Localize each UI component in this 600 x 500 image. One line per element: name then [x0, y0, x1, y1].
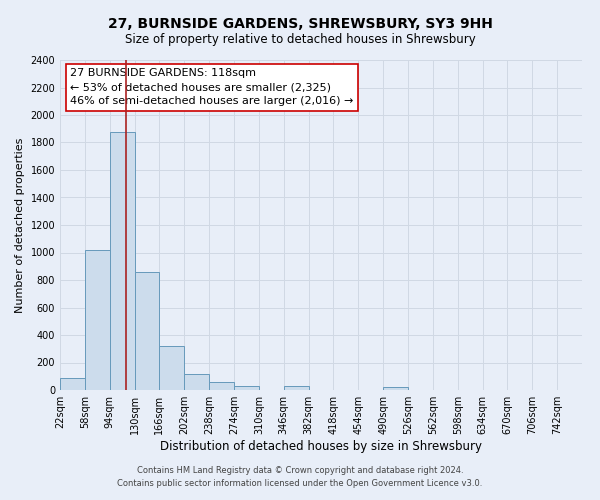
Text: Size of property relative to detached houses in Shrewsbury: Size of property relative to detached ho…	[125, 32, 475, 46]
Bar	[284, 386, 308, 390]
Bar	[234, 386, 259, 390]
Text: 27, BURNSIDE GARDENS, SHREWSBURY, SY3 9HH: 27, BURNSIDE GARDENS, SHREWSBURY, SY3 9H…	[107, 18, 493, 32]
X-axis label: Distribution of detached houses by size in Shrewsbury: Distribution of detached houses by size …	[160, 440, 482, 453]
Bar	[134, 272, 160, 390]
Bar	[85, 250, 110, 390]
Bar	[383, 386, 408, 390]
Bar	[184, 374, 209, 390]
Text: 27 BURNSIDE GARDENS: 118sqm
← 53% of detached houses are smaller (2,325)
46% of : 27 BURNSIDE GARDENS: 118sqm ← 53% of det…	[70, 68, 354, 106]
Y-axis label: Number of detached properties: Number of detached properties	[15, 138, 25, 312]
Bar	[60, 378, 85, 390]
Bar	[209, 382, 234, 390]
Bar	[160, 346, 184, 390]
Bar	[110, 132, 134, 390]
Text: Contains HM Land Registry data © Crown copyright and database right 2024.
Contai: Contains HM Land Registry data © Crown c…	[118, 466, 482, 487]
